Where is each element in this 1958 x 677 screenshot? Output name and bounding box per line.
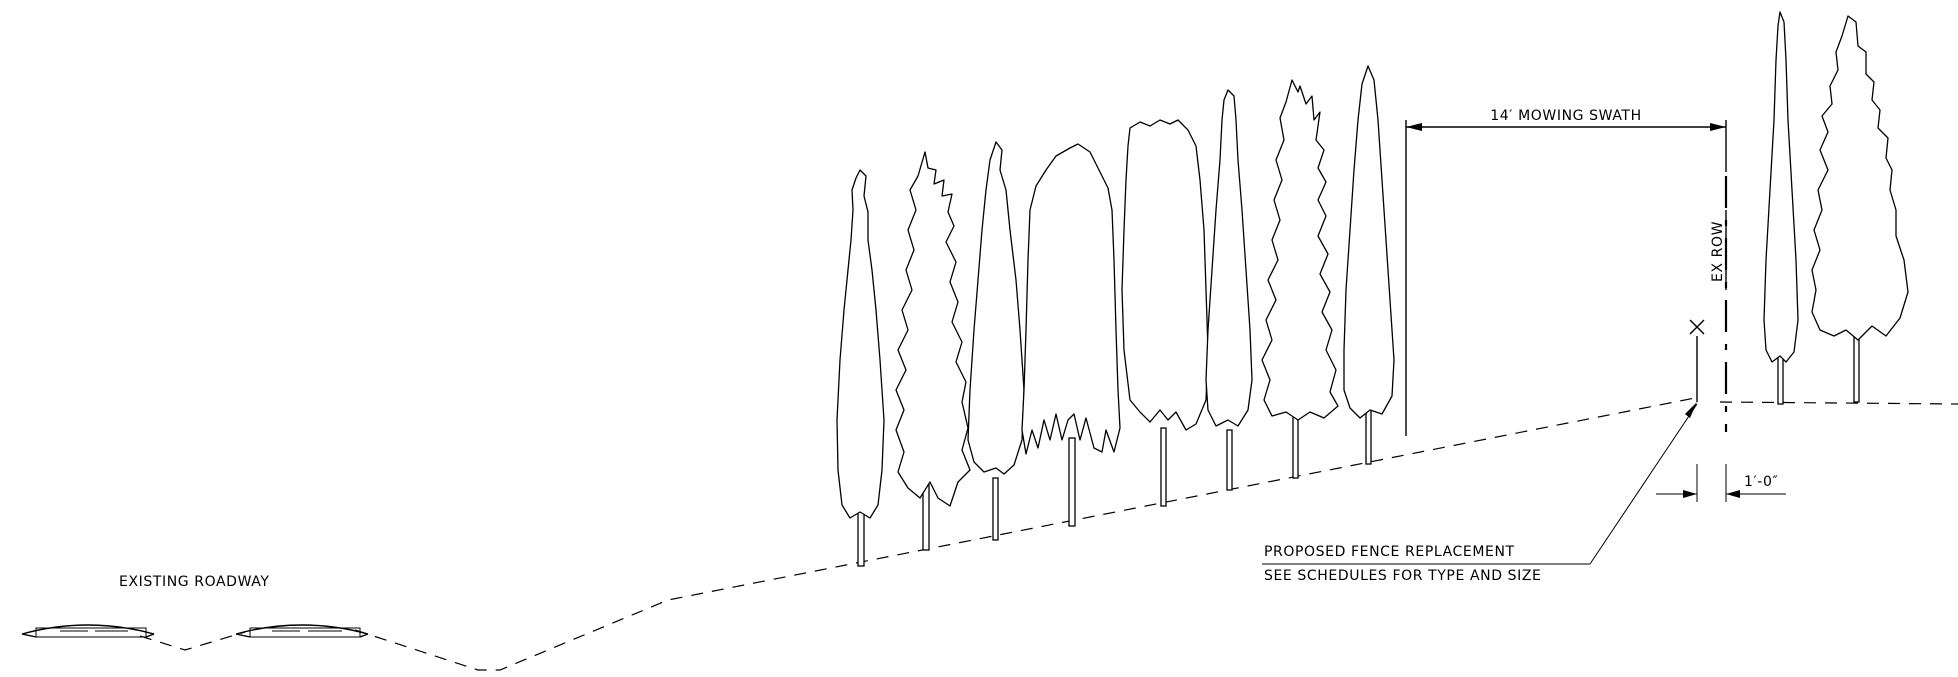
existing-roadway: EXISTING ROADWAY bbox=[21, 574, 369, 638]
mowing-swath-label: 14′ MOWING SWATH bbox=[1490, 108, 1641, 124]
offset-arrow-right bbox=[1726, 490, 1740, 498]
offset-label: 1′-0″ bbox=[1744, 474, 1778, 490]
mowing-swath-dimension: 14′ MOWING SWATH bbox=[1405, 108, 1727, 436]
roadway-slab-right bbox=[235, 624, 369, 638]
fence-note-line-2: SEE SCHEDULES FOR TYPE AND SIZE bbox=[1264, 568, 1542, 584]
ex-row-label: EX ROW bbox=[1710, 221, 1726, 282]
tree-row bbox=[836, 65, 1395, 567]
tree-7 bbox=[1261, 79, 1339, 479]
ground-line-right bbox=[1719, 401, 1958, 405]
existing-roadway-label: EXISTING ROADWAY bbox=[119, 574, 269, 590]
roadway-slab-left bbox=[21, 624, 155, 638]
ground-line-left bbox=[139, 631, 246, 651]
leader-arrow bbox=[1685, 402, 1697, 418]
tree-9 bbox=[1763, 11, 1799, 405]
fence-leader: PROPOSED FENCE REPLACEMENT SEE SCHEDULES… bbox=[1262, 402, 1698, 584]
tree-8 bbox=[1343, 65, 1395, 465]
trees-right bbox=[1763, 11, 1909, 405]
swath-arrow-right bbox=[1710, 123, 1726, 131]
tree-1 bbox=[836, 169, 885, 567]
swath-arrow-left bbox=[1406, 123, 1422, 131]
offset-arrow-left bbox=[1683, 490, 1697, 498]
proposed-fence bbox=[1689, 319, 1705, 402]
tree-10 bbox=[1811, 15, 1909, 403]
tree-6 bbox=[1205, 89, 1253, 491]
ground-line-ditch bbox=[354, 397, 1696, 671]
tree-2 bbox=[895, 151, 971, 551]
ground-profile bbox=[139, 397, 1958, 671]
leader-line bbox=[1589, 403, 1698, 565]
fence-x-mark-b bbox=[1689, 319, 1705, 335]
ex-row-line: EX ROW bbox=[1710, 176, 1728, 432]
tree-5 bbox=[1121, 119, 1209, 507]
tree-3 bbox=[967, 141, 1025, 541]
fence-note-line-1: PROPOSED FENCE REPLACEMENT bbox=[1264, 544, 1515, 560]
offset-dimension: 1′-0″ bbox=[1656, 464, 1786, 502]
tree-4 bbox=[1021, 143, 1121, 527]
